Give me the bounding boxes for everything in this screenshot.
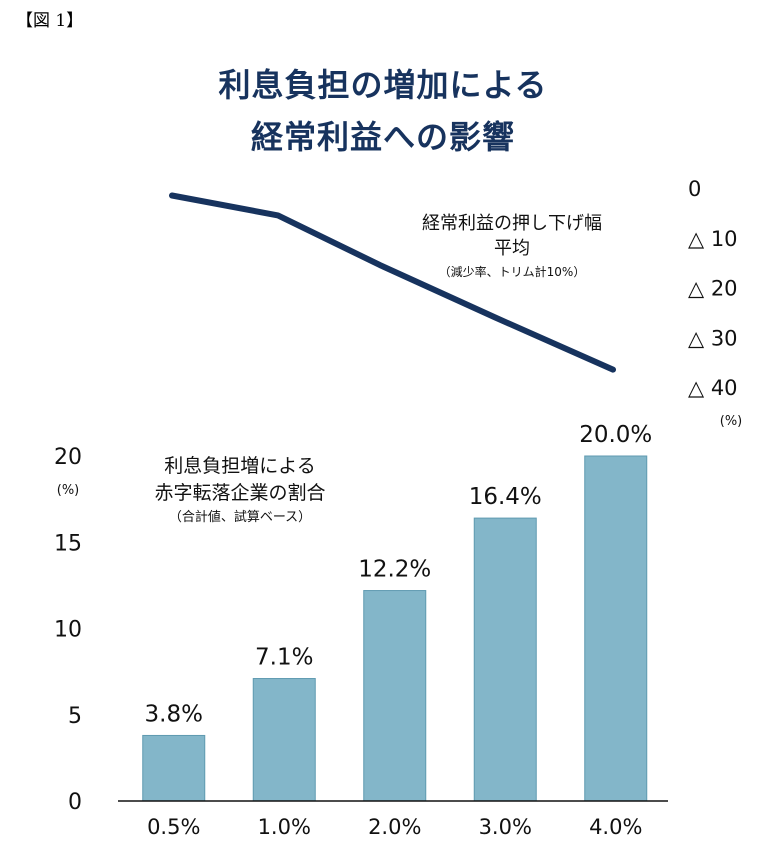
line-series-profit-decline [169, 192, 616, 373]
bar-y-tick-label: 15 [54, 531, 82, 556]
bar-value-label: 20.0% [579, 422, 652, 448]
x-tick-label: 1.0% [258, 815, 311, 839]
bar-series-label-1: 利息負担増による [164, 455, 315, 477]
x-tick-label: 0.5% [147, 815, 200, 839]
line-series-label-2: 平均 [494, 238, 530, 259]
line-y-tick-label: △ 10 [688, 227, 738, 251]
bar-2.0% [363, 590, 427, 802]
bar-y-tick-label: 10 [54, 618, 82, 643]
chart-title-line-2: 経常利益への影響 [250, 118, 515, 156]
x-tick-label: 3.0% [479, 815, 532, 839]
x-tick-label: 2.0% [368, 815, 421, 839]
line-y-tick-label: △ 30 [688, 326, 738, 350]
bar-3.0% [473, 517, 537, 802]
bar-value-label: 12.2% [358, 557, 431, 583]
bar-value-label: 16.4% [469, 484, 542, 510]
bar-y-tick-label: 0 [68, 790, 82, 815]
line-y-tick-label: △ 20 [688, 277, 738, 301]
x-tick-label: 4.0% [589, 815, 642, 839]
bar-series-label-2: 赤字転落企業の割合 [154, 482, 325, 504]
bar-0.5% [142, 734, 206, 802]
bar-series-note: （合計値、試算ベース） [169, 509, 311, 525]
bar-4.0% [584, 455, 648, 802]
bar-y-unit: (%) [57, 483, 80, 498]
line-chart: 経常利益の押し下げ幅 平均 （減少率、トリム計10%） 0 △ 10 △ 20 △ 3… [169, 177, 743, 429]
bar-1.0% [252, 678, 316, 802]
line-series-label-1: 経常利益の押し下げ幅 [422, 213, 602, 234]
bar-value-label: 7.1% [255, 645, 313, 671]
bar-chart: 0 5 10 15 20 0.5% 1.0% 2.0% 3.0% 4.0% 3.8% 7.1% 12… [54, 422, 668, 839]
bar-y-tick-label: 5 [68, 704, 82, 729]
line-y-tick-label: △ 40 [688, 376, 738, 400]
bar-y-tick-label: 20 [54, 445, 82, 470]
bar-value-label: 3.8% [145, 701, 203, 727]
line-y-unit: (%) [720, 414, 743, 429]
line-series-note: （減少率、トリム計10%） [439, 264, 586, 279]
figure-label: 【図 1】 [16, 11, 84, 31]
line-y-tick-label: 0 [688, 177, 701, 201]
chart-title-line-1: 利息負担の増加による [218, 66, 548, 104]
